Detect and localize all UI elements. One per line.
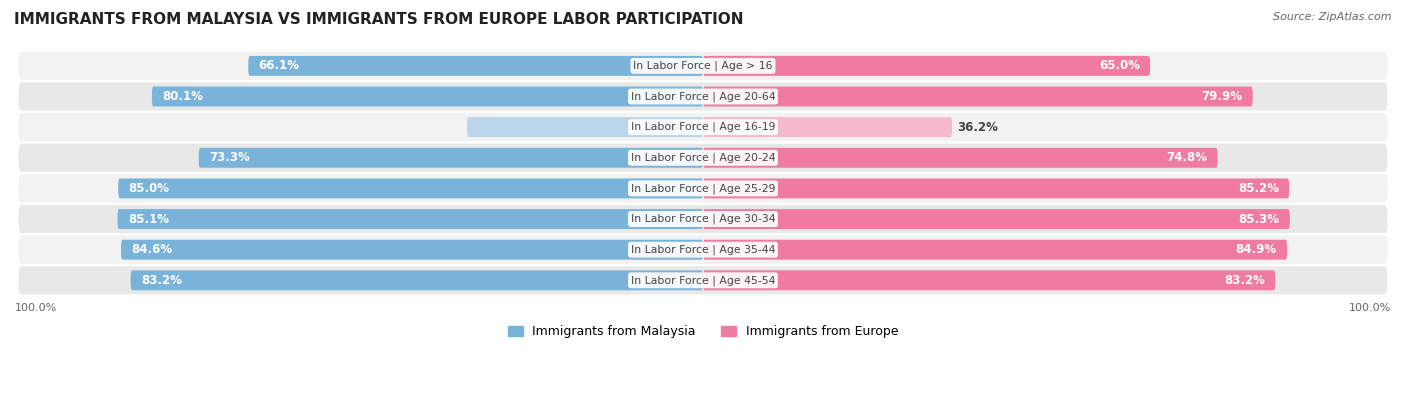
FancyBboxPatch shape [703, 179, 1289, 198]
FancyBboxPatch shape [18, 113, 1388, 141]
Text: 73.3%: 73.3% [209, 151, 250, 164]
FancyBboxPatch shape [118, 179, 703, 198]
FancyBboxPatch shape [703, 117, 952, 137]
FancyBboxPatch shape [703, 209, 1289, 229]
FancyBboxPatch shape [18, 174, 1388, 203]
FancyBboxPatch shape [152, 87, 703, 107]
Text: 84.9%: 84.9% [1236, 243, 1277, 256]
Text: In Labor Force | Age 16-19: In Labor Force | Age 16-19 [631, 122, 775, 132]
Text: In Labor Force | Age 45-54: In Labor Force | Age 45-54 [631, 275, 775, 286]
FancyBboxPatch shape [703, 270, 1275, 290]
FancyBboxPatch shape [467, 117, 703, 137]
FancyBboxPatch shape [703, 148, 1218, 168]
FancyBboxPatch shape [131, 270, 703, 290]
FancyBboxPatch shape [198, 148, 703, 168]
Text: 79.9%: 79.9% [1201, 90, 1243, 103]
FancyBboxPatch shape [18, 266, 1388, 294]
Text: In Labor Force | Age 20-64: In Labor Force | Age 20-64 [631, 91, 775, 102]
Text: IMMIGRANTS FROM MALAYSIA VS IMMIGRANTS FROM EUROPE LABOR PARTICIPATION: IMMIGRANTS FROM MALAYSIA VS IMMIGRANTS F… [14, 12, 744, 27]
Text: 85.1%: 85.1% [128, 213, 169, 226]
Text: 100.0%: 100.0% [1348, 303, 1391, 313]
Text: 83.2%: 83.2% [141, 274, 181, 287]
Text: Source: ZipAtlas.com: Source: ZipAtlas.com [1274, 12, 1392, 22]
FancyBboxPatch shape [18, 144, 1388, 172]
Text: 100.0%: 100.0% [15, 303, 58, 313]
Text: 85.2%: 85.2% [1237, 182, 1279, 195]
FancyBboxPatch shape [121, 240, 703, 260]
Text: In Labor Force | Age > 16: In Labor Force | Age > 16 [633, 60, 773, 71]
Legend: Immigrants from Malaysia, Immigrants from Europe: Immigrants from Malaysia, Immigrants fro… [502, 320, 904, 343]
Text: In Labor Force | Age 35-44: In Labor Force | Age 35-44 [631, 245, 775, 255]
Text: In Labor Force | Age 20-24: In Labor Force | Age 20-24 [631, 152, 775, 163]
FancyBboxPatch shape [703, 240, 1286, 260]
Text: 83.2%: 83.2% [1225, 274, 1265, 287]
FancyBboxPatch shape [18, 205, 1388, 233]
Text: 36.2%: 36.2% [957, 120, 998, 134]
Text: In Labor Force | Age 25-29: In Labor Force | Age 25-29 [631, 183, 775, 194]
Text: 74.8%: 74.8% [1167, 151, 1208, 164]
FancyBboxPatch shape [703, 56, 1150, 76]
Text: 65.0%: 65.0% [1099, 59, 1140, 72]
FancyBboxPatch shape [18, 235, 1388, 264]
Text: 34.3%: 34.3% [668, 120, 709, 134]
Text: In Labor Force | Age 30-34: In Labor Force | Age 30-34 [631, 214, 775, 224]
FancyBboxPatch shape [18, 83, 1388, 111]
FancyBboxPatch shape [18, 52, 1388, 80]
Text: 85.0%: 85.0% [128, 182, 170, 195]
FancyBboxPatch shape [118, 209, 703, 229]
Text: 80.1%: 80.1% [162, 90, 202, 103]
FancyBboxPatch shape [249, 56, 703, 76]
Text: 66.1%: 66.1% [259, 59, 299, 72]
Text: 85.3%: 85.3% [1239, 213, 1279, 226]
Text: 84.6%: 84.6% [131, 243, 173, 256]
FancyBboxPatch shape [703, 87, 1253, 107]
